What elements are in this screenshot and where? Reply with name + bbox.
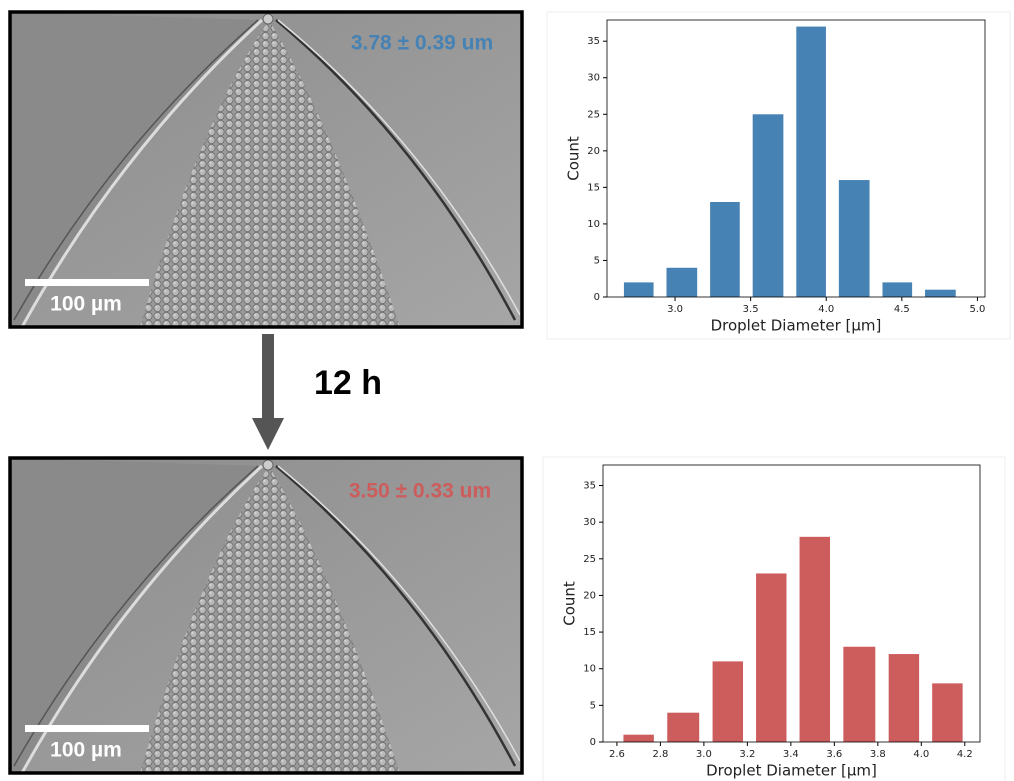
x-axis-label: Droplet Diameter [µm]	[706, 762, 877, 780]
axes-frame	[602, 464, 981, 743]
bar	[666, 267, 698, 297]
x-axis-label: Droplet Diameter [µm]	[711, 317, 882, 335]
bar	[756, 573, 787, 742]
y-tick-label: 10	[587, 219, 600, 230]
bar	[623, 734, 654, 742]
scale-bar-label: 100 µm	[50, 739, 122, 762]
x-tick-label: 3.0	[696, 749, 712, 760]
y-tick-label: 20	[587, 146, 600, 157]
y-tick-label: 35	[587, 36, 600, 47]
bar	[752, 114, 784, 297]
y-tick-label: 5	[594, 255, 600, 266]
x-tick-label: 2.6	[609, 749, 625, 760]
scale-bar-label: 100 µm	[50, 293, 122, 316]
bar	[882, 282, 913, 297]
y-tick-label: 20	[583, 590, 596, 601]
axes-frame	[606, 19, 986, 298]
bar	[796, 26, 826, 297]
x-tick-label: 3.5	[743, 304, 759, 315]
micrograph	[8, 456, 524, 775]
bar	[843, 646, 876, 742]
size-label: 3.50 ± 0.33 um	[349, 480, 491, 503]
interval-label: 12 h	[314, 364, 382, 402]
y-tick-label: 30	[583, 517, 596, 528]
x-tick-label: 4.2	[957, 749, 973, 760]
y-axis-label: Count	[565, 136, 583, 181]
bar	[888, 654, 920, 742]
x-tick-label: 2.8	[652, 749, 668, 760]
bar	[838, 180, 870, 297]
x-tick-label: 3.2	[739, 749, 755, 760]
micrograph	[8, 10, 524, 329]
y-tick-label: 35	[583, 481, 596, 492]
y-tick-label: 25	[587, 109, 600, 120]
y-axis-label: Count	[561, 581, 579, 626]
y-tick-label: 25	[583, 554, 596, 565]
bar	[623, 282, 654, 297]
x-tick-label: 3.0	[667, 304, 683, 315]
x-tick-label: 4.0	[818, 304, 834, 315]
y-tick-label: 0	[594, 292, 600, 303]
bar	[667, 712, 700, 742]
x-tick-label: 3.8	[870, 749, 886, 760]
bar	[925, 289, 956, 297]
arrow	[252, 334, 284, 450]
x-tick-label: 5.0	[969, 304, 985, 315]
y-tick-label: 10	[583, 664, 596, 675]
y-tick-label: 15	[587, 182, 600, 193]
bar	[932, 683, 963, 742]
x-tick-label: 4.0	[913, 749, 929, 760]
y-tick-label: 5	[590, 700, 596, 711]
x-tick-label: 4.5	[894, 304, 910, 315]
size-label: 3.78 ± 0.39 um	[351, 32, 493, 55]
y-tick-label: 15	[583, 627, 596, 638]
y-tick-label: 0	[590, 737, 596, 748]
bar	[799, 536, 830, 742]
bar	[710, 201, 740, 297]
y-tick-label: 30	[587, 73, 600, 84]
bar	[712, 661, 744, 742]
x-tick-label: 3.4	[783, 749, 799, 760]
x-tick-label: 3.6	[826, 749, 842, 760]
